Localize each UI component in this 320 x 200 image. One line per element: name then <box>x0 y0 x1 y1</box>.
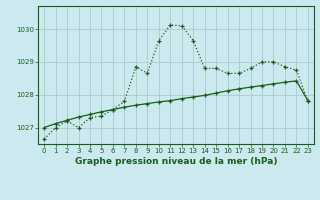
X-axis label: Graphe pression niveau de la mer (hPa): Graphe pression niveau de la mer (hPa) <box>75 157 277 166</box>
